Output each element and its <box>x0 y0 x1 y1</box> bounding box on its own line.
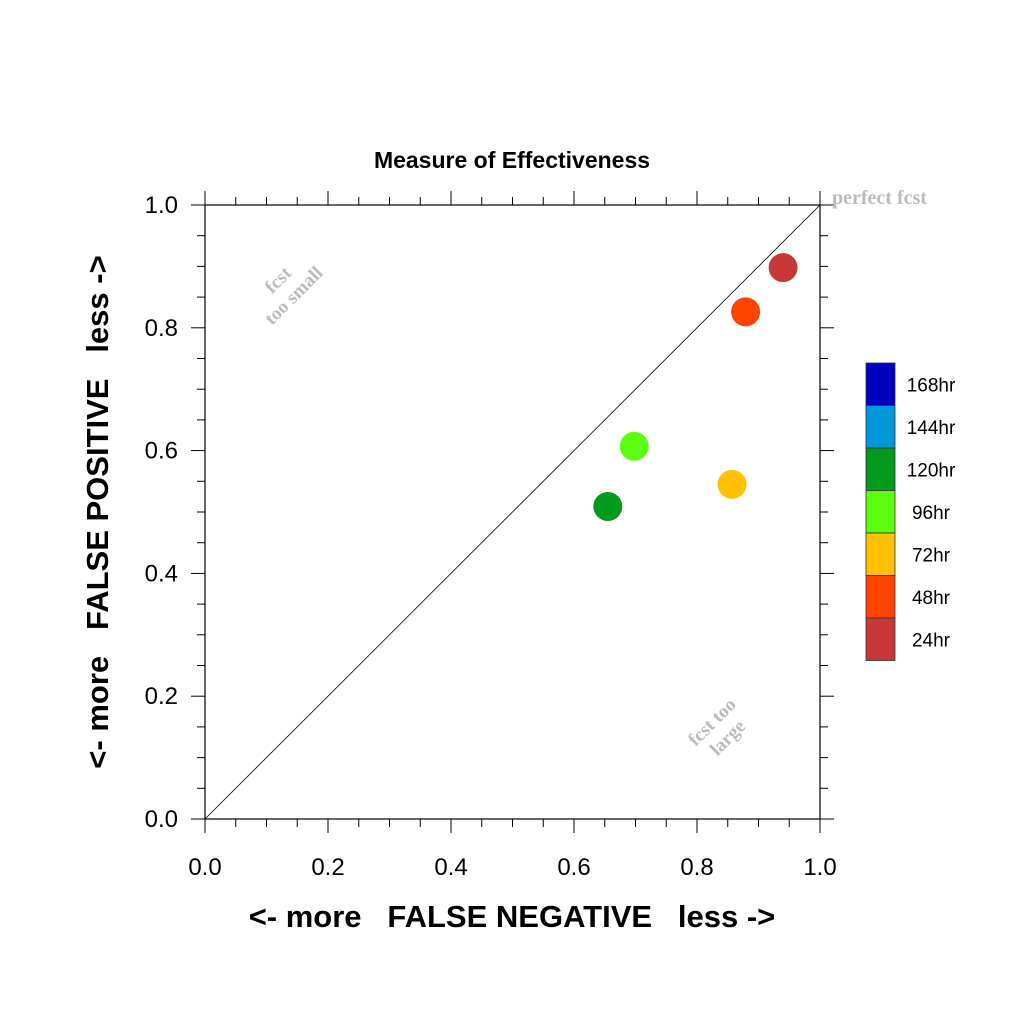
legend-swatch-144hr <box>865 405 896 449</box>
data-point-48hr <box>731 297 761 327</box>
data-points <box>593 253 798 521</box>
x-tick-label: 0.8 <box>680 854 713 881</box>
legend-swatch-72hr <box>865 532 896 576</box>
legend-label-168hr: 168hr <box>907 375 956 396</box>
axis-ticks <box>191 191 834 833</box>
y-tick-label: 0.6 <box>145 438 178 465</box>
x-tick-label: 0.4 <box>434 854 467 881</box>
y-tick-label: 0.4 <box>145 560 178 587</box>
legend-label-96hr: 96hr <box>912 503 951 524</box>
y-tick-label: 0.0 <box>145 806 178 833</box>
chart-title: Measure of Effectiveness <box>374 147 650 173</box>
legend-label-72hr: 72hr <box>912 545 951 566</box>
data-point-24hr <box>768 253 798 283</box>
legend-swatch-24hr <box>865 617 896 661</box>
legend-swatch-168hr <box>865 362 896 406</box>
annotation-fcst-too-large: fcst too large <box>684 694 750 760</box>
x-tick-label: 1.0 <box>803 854 836 881</box>
axis-tick-labels: 0.0 0.2 0.4 0.6 0.8 1.0 0.0 0.2 0.4 0.6 0.8 1.0 <box>145 192 837 881</box>
y-axis-label: <- more FALSE POSITIVE less -> <box>80 255 115 768</box>
x-axis-label: <- more FALSE NEGATIVE less -> <box>249 899 776 934</box>
perfect-forecast-line <box>204 204 821 820</box>
data-point-96hr <box>619 431 649 461</box>
legend-swatch-120hr <box>865 447 896 491</box>
annotation-perfect-fcst: perfect fcst <box>832 187 927 209</box>
legend: 168hr 144hr 120hr 96hr 72hr 48hr 24hr <box>865 362 956 661</box>
legend-label-24hr: 24hr <box>912 630 951 651</box>
y-tick-label: 0.8 <box>145 315 178 342</box>
legend-label-144hr: 144hr <box>907 418 956 439</box>
x-tick-label: 0.0 <box>188 854 221 881</box>
legend-label-120hr: 120hr <box>907 460 956 481</box>
legend-swatch-48hr <box>865 575 896 619</box>
x-tick-label: 0.2 <box>311 854 344 881</box>
legend-swatch-96hr <box>865 490 896 534</box>
legend-label-48hr: 48hr <box>912 588 951 609</box>
annotation-fcst-too-small: fcst too small <box>261 262 328 329</box>
data-point-120hr <box>593 491 623 521</box>
data-point-72hr <box>717 469 747 499</box>
y-tick-label: 1.0 <box>145 192 178 219</box>
y-tick-label: 0.2 <box>145 683 178 710</box>
x-tick-label: 0.6 <box>557 854 590 881</box>
